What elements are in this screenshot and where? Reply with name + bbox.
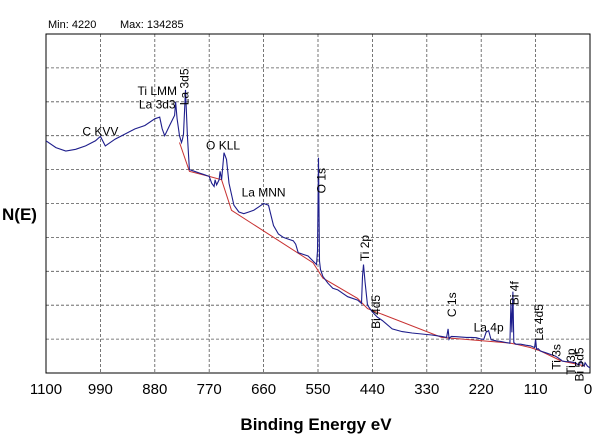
max-label: Max: 134285 bbox=[120, 19, 184, 31]
peak-label: Bi 5d5 bbox=[573, 347, 587, 381]
min-label: Min: 4220 bbox=[48, 19, 96, 31]
x-tick-label: 660 bbox=[251, 381, 276, 398]
x-tick-label: 990 bbox=[88, 381, 113, 398]
peak-label: La 3d5 bbox=[177, 68, 191, 105]
peak-label: C 1s bbox=[445, 292, 459, 317]
y-axis-title: N(E) bbox=[2, 205, 37, 224]
x-tick-labels: 1100 990 880 770 660 550 440 330 220 110 0 bbox=[30, 381, 592, 398]
x-tick-label: 330 bbox=[414, 381, 439, 398]
peak-label: O KLL bbox=[206, 138, 240, 152]
peak-label: Ti 3s bbox=[549, 344, 563, 370]
x-tick-label: 550 bbox=[305, 381, 330, 398]
x-tick-label: 880 bbox=[142, 381, 167, 398]
peak-label: La 4p bbox=[474, 321, 504, 335]
x-axis-title: Binding Energy eV bbox=[240, 415, 392, 434]
x-tick-label: 1100 bbox=[30, 381, 62, 398]
x-tick-label: 220 bbox=[469, 381, 494, 398]
peak-label: C KVV bbox=[82, 125, 118, 139]
peak-label: La 4d5 bbox=[532, 304, 546, 341]
peak-label: La MNN bbox=[242, 186, 286, 200]
x-tick-label: 110 bbox=[524, 381, 548, 398]
peak-label: Ti 2p bbox=[358, 235, 372, 262]
peak-label: La 3d3 bbox=[139, 98, 176, 112]
peak-label: Bi 4d5 bbox=[369, 295, 383, 329]
peak-label: Ti LMM bbox=[137, 84, 177, 98]
plot-frame bbox=[45, 33, 591, 374]
peak-label: O 1s bbox=[314, 168, 328, 193]
x-tick-label: 440 bbox=[360, 381, 385, 398]
x-tick-label: 770 bbox=[197, 381, 222, 398]
peak-label: Ti 3p bbox=[564, 348, 578, 375]
x-tick-label: 0 bbox=[584, 381, 592, 398]
spectrum-line bbox=[45, 89, 591, 369]
peak-label: Bi 4f bbox=[507, 281, 521, 306]
